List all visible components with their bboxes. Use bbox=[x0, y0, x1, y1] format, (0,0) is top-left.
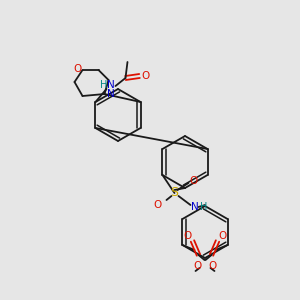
Text: O: O bbox=[189, 176, 198, 186]
Text: N: N bbox=[190, 202, 198, 212]
Text: O: O bbox=[218, 231, 226, 241]
Text: H: H bbox=[200, 202, 207, 212]
Text: O: O bbox=[153, 200, 162, 210]
Text: N: N bbox=[106, 89, 114, 99]
Text: O: O bbox=[183, 231, 192, 241]
Text: O: O bbox=[141, 71, 150, 81]
Text: O: O bbox=[194, 261, 202, 271]
Text: S: S bbox=[170, 187, 178, 200]
Text: O: O bbox=[74, 64, 82, 74]
Text: N: N bbox=[106, 80, 114, 90]
Text: O: O bbox=[208, 261, 217, 271]
Text: H: H bbox=[100, 80, 107, 90]
